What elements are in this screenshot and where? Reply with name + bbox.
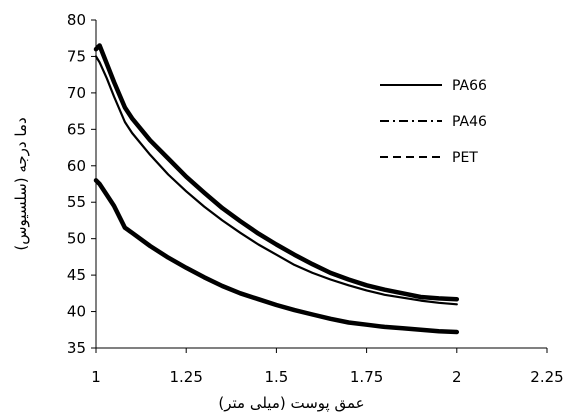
- y-tick-label: 75: [67, 47, 86, 65]
- x-tick-label: 2.25: [530, 368, 563, 386]
- legend-label-pa46: PA46: [452, 114, 487, 130]
- series-line-pa46: [93, 43, 460, 302]
- x-tick-label: 1.75: [350, 368, 383, 386]
- legend-label-pa66: PA66: [452, 78, 487, 94]
- legend-label-pet: PET: [452, 150, 478, 166]
- x-tick-label: 1.5: [264, 368, 288, 386]
- y-tick-label: 80: [67, 11, 86, 29]
- y-tick-label: 40: [67, 303, 86, 321]
- legend: PA66 PA46 PET: [380, 78, 487, 166]
- y-tick-label: 70: [67, 84, 86, 102]
- x-tick-label: 2: [452, 368, 462, 386]
- ticks: 35 40 45 50 55 60 65 70 75 80 1 1.25 1.5 1.75 2 2.25: [67, 11, 564, 386]
- x-axis-title: عمق پوست (میلی متر): [218, 394, 364, 413]
- series-line-pet: [93, 178, 460, 335]
- series-line-pa66: [94, 55, 458, 306]
- y-axis-title: دما درجه (سلسیوس): [12, 117, 30, 250]
- series: [93, 43, 460, 335]
- x-tick-label: 1.25: [169, 368, 202, 386]
- y-tick-label: 65: [67, 120, 86, 138]
- y-tick-label: 55: [67, 193, 86, 211]
- y-tick-label: 60: [67, 157, 86, 175]
- y-tick-label: 35: [67, 339, 86, 357]
- axes: [95, 20, 547, 349]
- x-tick-label: 1: [91, 368, 101, 386]
- y-tick-label: 45: [67, 266, 86, 284]
- y-tick-label: 50: [67, 230, 86, 248]
